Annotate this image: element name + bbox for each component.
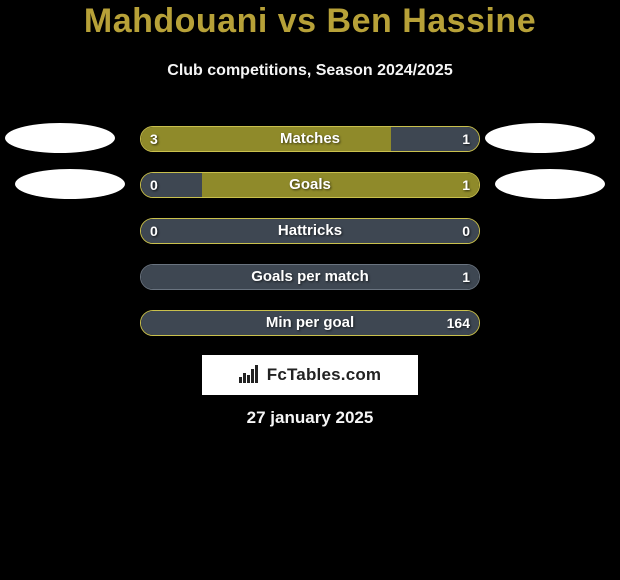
stat-row: Goals01 <box>0 166 620 212</box>
stat-rows: Matches31Goals01Hattricks00Goals per mat… <box>0 120 620 350</box>
stat-row: Hattricks00 <box>0 212 620 258</box>
stat-bar <box>140 218 480 244</box>
stat-bar <box>140 126 480 152</box>
page-subtitle: Club competitions, Season 2024/2025 <box>0 62 620 80</box>
logo-box: FcTables.com <box>202 355 418 395</box>
player-right-placeholder <box>485 123 595 153</box>
stat-bar-right-fill <box>391 127 479 151</box>
stat-bar-right-fill <box>141 265 479 289</box>
bars-icon <box>239 365 261 388</box>
player-right-placeholder <box>495 169 605 199</box>
stat-row: Min per goal164 <box>0 304 620 350</box>
stat-bar <box>140 310 480 336</box>
stat-bar-left-fill <box>141 173 202 197</box>
stat-bar <box>140 172 480 198</box>
page-title: Mahdouani vs Ben Hassine <box>0 2 620 41</box>
stat-bar-left-fill <box>141 127 391 151</box>
date-label: 27 january 2025 <box>0 408 620 428</box>
stat-bar-right-fill <box>202 173 479 197</box>
logo-label: FcTables.com <box>267 365 382 385</box>
stat-bar <box>140 264 480 290</box>
comparison-infographic: Mahdouani vs Ben Hassine Club competitio… <box>0 0 620 580</box>
stat-row: Goals per match1 <box>0 258 620 304</box>
player-left-placeholder <box>15 169 125 199</box>
player-left-placeholder <box>5 123 115 153</box>
stat-bar-right-fill <box>141 311 479 335</box>
stat-bar-right-fill <box>141 219 479 243</box>
stat-row: Matches31 <box>0 120 620 166</box>
